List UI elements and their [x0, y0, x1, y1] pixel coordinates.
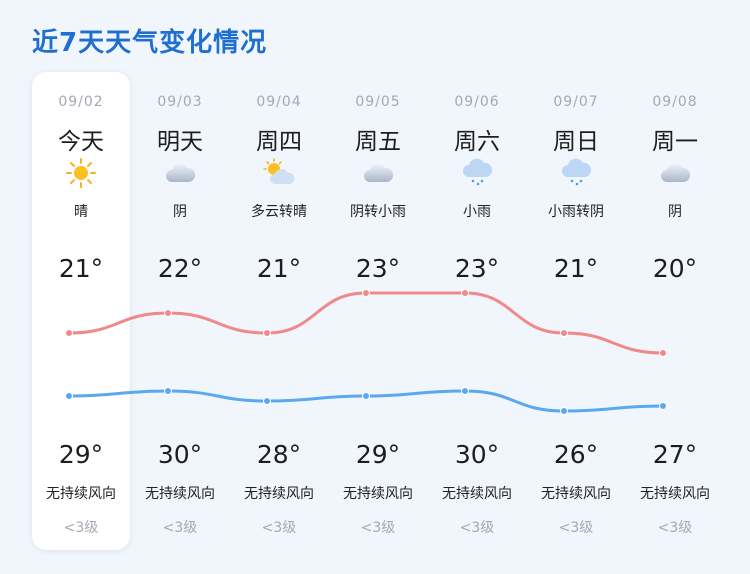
- day-column: 09/02 今天 晴 21° 29° 无持续风向 <3级: [32, 72, 130, 550]
- date-label: 09/03: [157, 94, 203, 110]
- date-label: 09/05: [355, 94, 401, 110]
- date-label: 09/07: [553, 94, 599, 110]
- day-column: 09/06 周六 小雨 23° 30° 无持续风向 <3级: [428, 72, 526, 550]
- wind-level: <3级: [63, 520, 99, 536]
- day-column: 09/08 周一 阴 20° 27° 无持续风向 <3级: [626, 72, 724, 550]
- weekday-label: 周五: [355, 129, 401, 155]
- wind-level: <3级: [558, 520, 594, 536]
- partly-cloudy-icon: [263, 158, 295, 188]
- day-column: 09/07 周日 小雨转阴 21° 26° 无持续风向 <3级: [527, 72, 625, 550]
- day-column: 09/03 明天 阴 22° 30° 无持续风向 <3级: [131, 72, 229, 550]
- wind-level: <3级: [261, 520, 297, 536]
- lower-line-point: [65, 392, 73, 400]
- upper-line-point: [461, 289, 469, 297]
- today-highlight-card: [32, 72, 130, 550]
- weekday-label: 明天: [157, 129, 203, 155]
- lower-line-point: [659, 402, 667, 410]
- upper-temperature: 22°: [157, 254, 203, 283]
- upper-line-point: [362, 289, 370, 297]
- lower-temperature: 29°: [355, 440, 401, 469]
- lower-temperature: 28°: [256, 440, 302, 469]
- day-column: 09/04 周四 多云转晴 21° 28° 无持续风向 <3级: [230, 72, 328, 550]
- wind-direction: 无持续风向: [541, 486, 611, 502]
- page-title: 近7天天气变化情况: [32, 28, 268, 58]
- wind-level: <3级: [360, 520, 396, 536]
- weather-description: 多云转晴: [251, 204, 307, 220]
- cloud-icon: [164, 158, 196, 188]
- weekday-label: 周一: [652, 129, 698, 155]
- upper-line-point: [164, 309, 172, 317]
- lower-temperature: 27°: [652, 440, 698, 469]
- lower-line-point: [362, 392, 370, 400]
- upper-temperature: 23°: [355, 254, 401, 283]
- wind-direction: 无持续风向: [46, 486, 116, 502]
- lower-line-point: [263, 397, 271, 405]
- wind-level: <3级: [162, 520, 198, 536]
- lower-line-point: [461, 387, 469, 395]
- lower-temperature: 26°: [553, 440, 599, 469]
- weekday-label: 周日: [553, 129, 599, 155]
- wind-direction: 无持续风向: [145, 486, 215, 502]
- weather-description: 阴: [668, 204, 682, 220]
- sun-icon: [65, 158, 97, 188]
- weekday-label: 周六: [454, 129, 500, 155]
- date-label: 09/08: [652, 94, 698, 110]
- rain-icon: [560, 158, 592, 188]
- date-label: 09/02: [58, 94, 104, 110]
- weather-description: 小雨转阴: [548, 204, 604, 220]
- wind-level: <3级: [459, 520, 495, 536]
- upper-temperature: 21°: [58, 254, 104, 283]
- cloud-icon: [659, 158, 691, 188]
- upper-temperature: 23°: [454, 254, 500, 283]
- weekday-label: 周四: [256, 129, 302, 155]
- weather-description: 阴转小雨: [350, 204, 406, 220]
- weather-description: 晴: [74, 204, 88, 220]
- upper-temperature: 21°: [256, 254, 302, 283]
- date-label: 09/06: [454, 94, 500, 110]
- upper-line-point: [659, 349, 667, 357]
- rain-icon: [461, 158, 493, 188]
- upper-line-point: [560, 329, 568, 337]
- wind-direction: 无持续风向: [343, 486, 413, 502]
- cloud-icon: [362, 158, 394, 188]
- upper-temperature: 20°: [652, 254, 698, 283]
- wind-level: <3级: [657, 520, 693, 536]
- day-column: 09/05 周五 阴转小雨 23° 29° 无持续风向 <3级: [329, 72, 427, 550]
- weather-description: 阴: [173, 204, 187, 220]
- lower-temperature: 30°: [157, 440, 203, 469]
- lower-line-point: [560, 407, 568, 415]
- date-label: 09/04: [256, 94, 302, 110]
- wind-direction: 无持续风向: [244, 486, 314, 502]
- wind-direction: 无持续风向: [640, 486, 710, 502]
- lower-line-point: [164, 387, 172, 395]
- lower-temperature: 30°: [454, 440, 500, 469]
- lower-temperature: 29°: [58, 440, 104, 469]
- upper-temperature-line: [67, 291, 665, 355]
- weather-description: 小雨: [463, 204, 491, 220]
- upper-line-point: [65, 329, 73, 337]
- upper-temperature: 21°: [553, 254, 599, 283]
- weekday-label: 今天: [58, 129, 104, 155]
- wind-direction: 无持续风向: [442, 486, 512, 502]
- upper-line-point: [263, 329, 271, 337]
